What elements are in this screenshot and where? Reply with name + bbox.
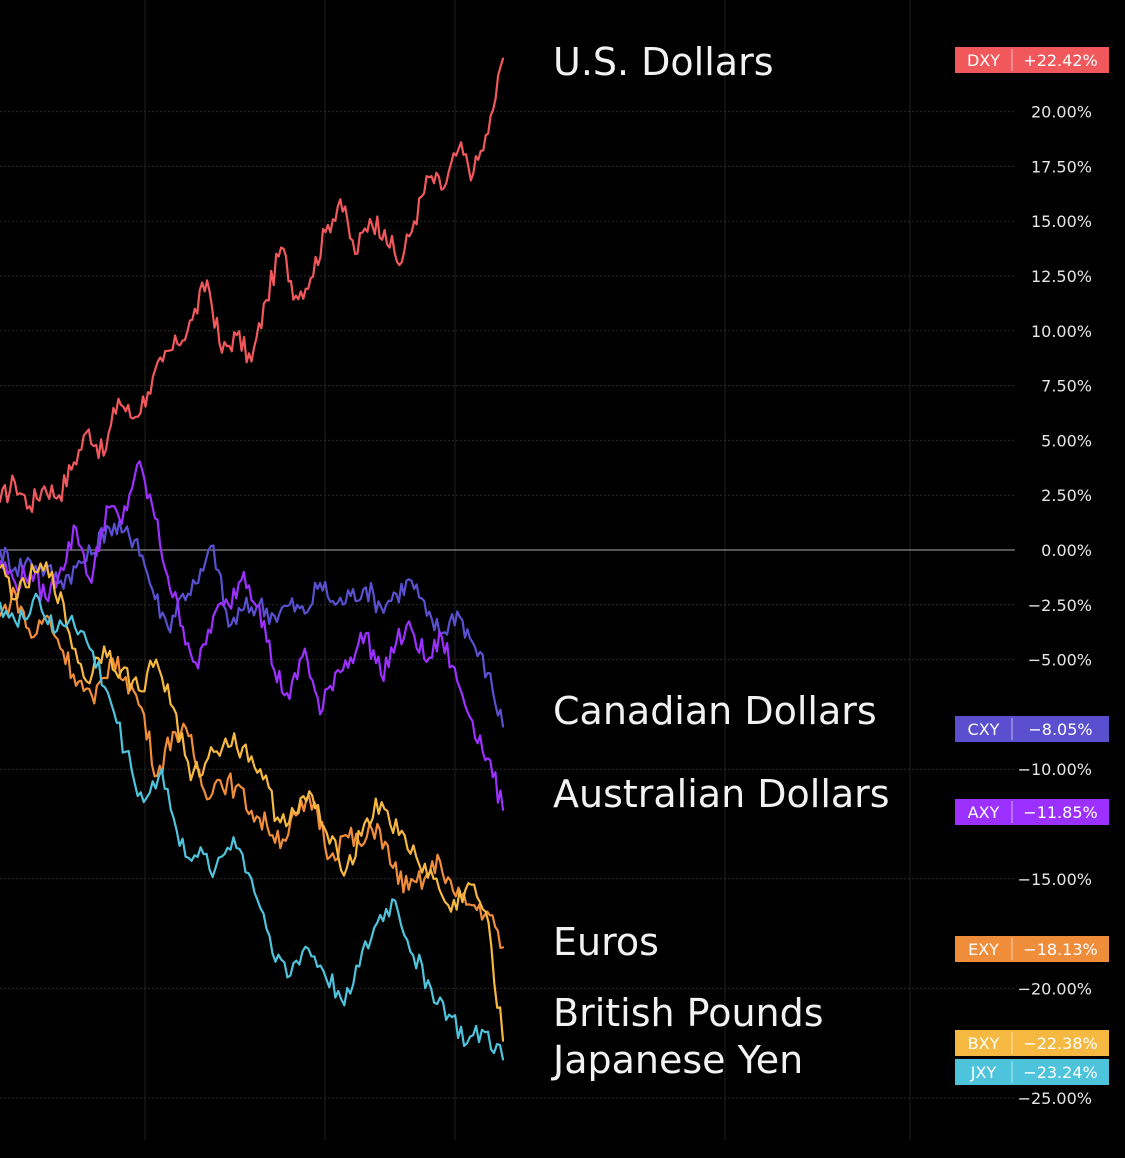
y-tick-label: −15.00%	[1018, 870, 1092, 889]
badge-background	[955, 936, 1109, 962]
badge-ticker: DXY	[967, 51, 1000, 70]
y-tick-label: −20.00%	[1018, 979, 1092, 998]
series-line-australian-dollars	[0, 460, 505, 811]
y-tick-label: −10.00%	[1018, 760, 1092, 779]
y-tick-label: −25.00%	[1018, 1089, 1092, 1108]
price-badge-dxy: DXY +22.42%	[955, 47, 1109, 73]
badge-background	[955, 1030, 1109, 1056]
price-badges: DXY +22.42% CXY −8.05% AXY −11.85% EXY −18.13% B…	[955, 47, 1109, 1085]
y-tick-label: 0.00%	[1041, 541, 1092, 560]
series-labels: U.S. Dollars Canadian Dollars Australian D…	[551, 40, 890, 1082]
y-tick-label: 7.50%	[1041, 377, 1092, 396]
badge-value: +22.42%	[1023, 51, 1097, 70]
series-line-u-s-dollars	[0, 57, 505, 514]
series-line-euros	[0, 586, 505, 949]
badge-ticker: CXY	[968, 720, 1000, 739]
y-tick-label: 17.50%	[1031, 157, 1092, 176]
badge-value: −18.13%	[1023, 940, 1097, 959]
series-line-british-pounds	[0, 561, 505, 1042]
vertical-gridlines	[144, 0, 911, 1140]
series-label-u-s-dollars: U.S. Dollars	[553, 40, 774, 84]
series-label-euros: Euros	[553, 920, 659, 964]
series-label-canadian-dollars: Canadian Dollars	[553, 689, 877, 733]
y-tick-label: −2.50%	[1028, 596, 1092, 615]
y-tick-label: 5.00%	[1041, 431, 1092, 450]
y-tick-label: 10.00%	[1031, 322, 1092, 341]
y-tick-label: −5.00%	[1028, 651, 1092, 670]
badge-background	[955, 716, 1109, 742]
y-axis: 20.00% 17.50% 15.00% 12.50% 10.00% 7.50% 5.00%…	[1018, 103, 1092, 1108]
badge-ticker: BXY	[968, 1034, 1000, 1053]
series-label-british-pounds: British Pounds	[553, 991, 824, 1035]
badge-value: −8.05%	[1028, 720, 1092, 739]
y-tick-label: 12.50%	[1031, 267, 1092, 286]
series-label-australian-dollars: Australian Dollars	[553, 772, 890, 816]
badge-background	[955, 47, 1109, 73]
badge-value: −22.38%	[1023, 1034, 1097, 1053]
horizontal-gridlines	[0, 111, 1015, 1099]
badge-ticker: EXY	[968, 940, 999, 959]
series-line-japanese-yen	[0, 592, 505, 1061]
badge-background	[955, 799, 1109, 825]
badge-value: −23.24%	[1023, 1063, 1097, 1082]
badge-background	[955, 1059, 1109, 1085]
y-tick-label: 2.50%	[1041, 486, 1092, 505]
badge-value: −11.85%	[1023, 803, 1097, 822]
price-badge-axy: AXY −11.85%	[955, 799, 1109, 825]
price-badge-cxy: CXY −8.05%	[955, 716, 1109, 742]
price-badge-exy: EXY −18.13%	[955, 936, 1109, 962]
badge-ticker: AXY	[968, 803, 1000, 822]
y-tick-label: 20.00%	[1031, 103, 1092, 122]
price-badge-bxy: BXY −22.38%	[955, 1030, 1109, 1056]
badge-ticker: JXY	[970, 1063, 997, 1082]
price-badge-jxy: JXY −23.24%	[955, 1059, 1109, 1085]
series-label-japanese-yen: Japanese Yen	[551, 1038, 803, 1082]
y-tick-label: 15.00%	[1031, 212, 1092, 231]
series-lines	[0, 57, 505, 1061]
